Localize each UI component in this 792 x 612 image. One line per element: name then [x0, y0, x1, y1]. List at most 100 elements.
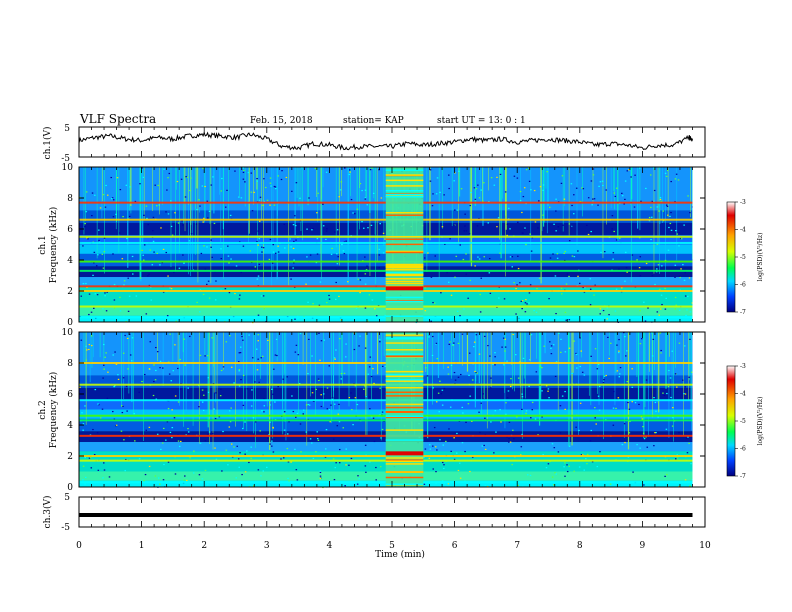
time-tick-label: 6: [452, 541, 458, 551]
spectrum-speckle: [639, 310, 641, 312]
spectrum-speckle: [674, 308, 677, 310]
spectrum-speckle: [342, 427, 345, 429]
spectrum-speckle: [674, 373, 677, 375]
spectrum-speckle: [689, 338, 691, 340]
spectrum-speckle: [465, 421, 467, 423]
spectrum-speckle: [649, 174, 652, 176]
spectrum-no-data: [692, 332, 705, 487]
ch1-colorbar-gradient: [726, 201, 736, 313]
spectrum-speckle: [317, 439, 320, 441]
spectrum-speckle: [560, 182, 563, 184]
spectrum-speckle: [559, 405, 562, 407]
spectrum-speckle: [578, 429, 580, 432]
spectrum-speckle: [156, 351, 159, 353]
spectrum-speckle: [656, 268, 658, 270]
spectrum-speckle: [373, 440, 376, 443]
spectrum-speckle: [250, 405, 253, 407]
spectrum-speckle: [196, 301, 198, 304]
spectrum-speckle: [86, 349, 88, 351]
spectrum-speckle: [555, 230, 557, 232]
spectrum-speckle: [333, 403, 336, 405]
spectrum-speckle: [230, 407, 232, 409]
spectrum-speckle: [429, 444, 431, 446]
spectrum-speckle: [615, 407, 617, 410]
spectrum-speckle: [371, 167, 373, 169]
spectrum-speckle: [361, 220, 363, 223]
burst-band: [385, 250, 424, 253]
spectrum-speckle: [590, 180, 593, 182]
spectrum-speckle: [170, 288, 173, 290]
spectrum-speckle: [153, 251, 155, 253]
spectrum-speckle: [98, 229, 100, 231]
spectrum-speckle: [107, 371, 109, 373]
spectrum-speckle: [369, 461, 371, 463]
spectrum-speckle: [508, 207, 510, 210]
spectrum-speckle: [246, 450, 248, 452]
time-tick-label: 2: [201, 541, 207, 551]
spectrum-speckle: [106, 194, 109, 196]
spectrum-speckle: [337, 256, 339, 258]
colorbar-tick-label: -5: [740, 254, 746, 261]
spectrum-speckle: [684, 345, 686, 347]
spectrum-speckle: [509, 256, 512, 258]
spectrum-speckle: [691, 302, 694, 304]
spectrum-speckle: [678, 342, 681, 344]
spectrum-speckle: [570, 226, 572, 228]
spectrum-speckle: [465, 253, 467, 255]
spectrum-speckle: [210, 246, 212, 248]
spectrum-speckle: [167, 407, 170, 410]
spectrum-speckle: [575, 352, 577, 355]
spectrum-ytick-label: 0: [67, 318, 73, 328]
spectrum-speckle: [350, 198, 353, 201]
spectrum-speckle: [120, 405, 123, 407]
spectrum-speckle: [555, 210, 557, 212]
spectrum-speckle: [312, 302, 314, 305]
spectrum-speckle: [138, 458, 141, 460]
spectrum-speckle: [188, 432, 190, 435]
spectrum-speckle: [156, 252, 158, 255]
spectrum-speckle: [379, 341, 381, 343]
spectrum-speckle: [432, 335, 434, 338]
spectrum-speckle: [689, 485, 691, 487]
spectrum-speckle: [370, 224, 373, 226]
spectrum-speckle: [112, 199, 115, 201]
spectrum-speckle: [614, 195, 617, 198]
spectrum-speckle: [334, 358, 336, 360]
spectrum-speckle: [457, 376, 460, 378]
spectrum-speckle: [384, 314, 387, 317]
spectrum-speckle: [315, 388, 317, 391]
spectrum-speckle: [439, 191, 441, 193]
spectrum-speckle: [586, 224, 588, 226]
spectrum-speckle: [175, 320, 178, 322]
spectrum-speckle: [237, 458, 240, 460]
spectrum-speckle: [586, 453, 589, 456]
spectrum-speckle: [167, 275, 169, 277]
spectrum-speckle: [659, 288, 661, 291]
spectrum-speckle: [423, 483, 426, 485]
spectrum-speckle: [180, 178, 183, 180]
spectrum-speckle: [589, 304, 592, 306]
spectrum-speckle: [660, 352, 662, 354]
spectrum-speckle: [583, 469, 585, 471]
spectrum-speckle: [261, 251, 263, 253]
spectrum-speckle: [242, 245, 245, 247]
spectrum-speckle: [228, 262, 230, 264]
spectrum-speckle: [654, 432, 656, 434]
spectrum-speckle: [559, 432, 562, 434]
spectrum-speckle: [631, 401, 634, 403]
colorbar-tick-label: -5: [740, 418, 746, 425]
spectrum-speckle: [504, 350, 506, 352]
spectrum-speckle: [661, 265, 663, 267]
ch3-ytick-bottom: -5: [61, 523, 70, 533]
spectrum-speckle: [557, 317, 559, 320]
spectrum-speckle: [274, 354, 277, 356]
spectrum-speckle: [557, 226, 560, 228]
spectrum-speckle: [639, 256, 642, 258]
ch2-colorbar-gradient: [726, 365, 736, 477]
spectrum-speckle: [429, 180, 432, 182]
spectrum-speckle: [667, 332, 669, 334]
spectrum-speckle: [256, 369, 259, 371]
spectrum-speckle: [131, 337, 134, 339]
spectrum-speckle: [682, 264, 684, 266]
spectrum-speckle: [294, 351, 297, 353]
